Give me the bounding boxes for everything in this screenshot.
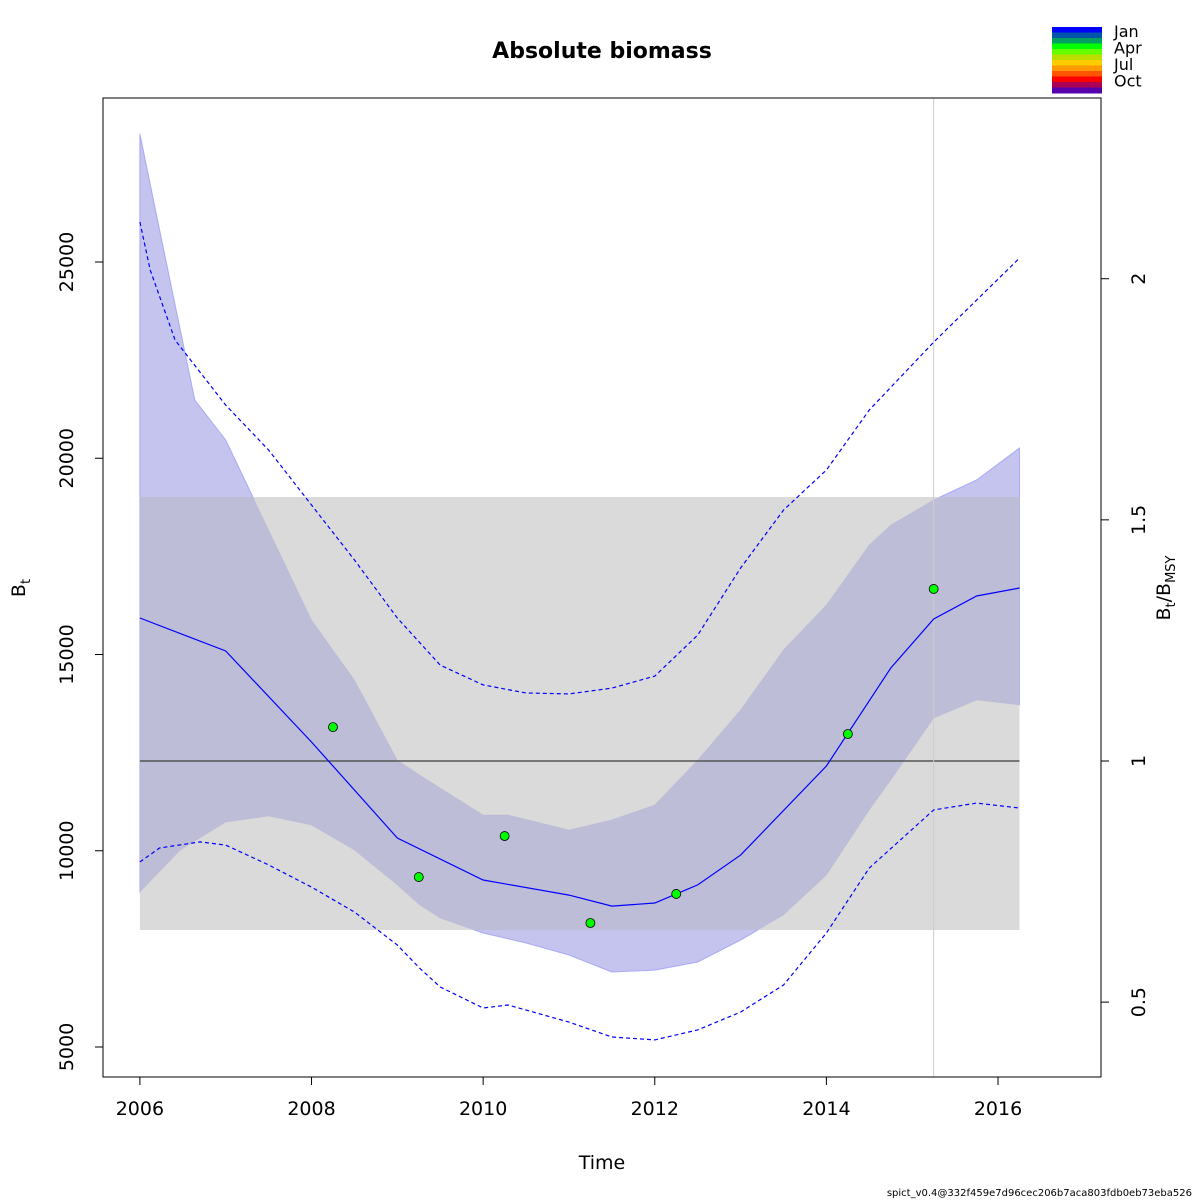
y-right-tick-label: 1.5 (1128, 505, 1150, 535)
y-right-axis-label: Bt/BMSY (1153, 555, 1179, 620)
x-tick-label: 2014 (802, 1098, 850, 1120)
x-tick-label: 2008 (287, 1098, 335, 1120)
legend-color-swatch (1052, 65, 1102, 72)
yr-main2: B (1153, 583, 1175, 596)
confidence-band-overlap (139, 134, 1020, 972)
pred-lower-line (139, 802, 1020, 1041)
bmsy-region (139, 496, 1020, 931)
yr-sep: / (1153, 595, 1175, 602)
legend-label: Apr (1114, 39, 1142, 58)
legend-color-swatch (1052, 76, 1102, 83)
x-tick-label: 2006 (116, 1098, 164, 1120)
observation-point (671, 889, 682, 899)
y-right-tick-label: 1 (1128, 755, 1150, 767)
legend-color-swatch (1052, 43, 1102, 50)
estimate-line (139, 587, 1020, 907)
observation-point (928, 584, 939, 594)
y-right-tick-label: 0.5 (1128, 987, 1150, 1017)
yr-sub1: t (1164, 602, 1179, 607)
x-axis-label: Time (578, 1152, 626, 1174)
y-right-tick-label: 2 (1128, 273, 1150, 285)
pred-upper-line (139, 221, 1020, 695)
y-tick-label: 15000 (56, 624, 78, 684)
legend-color-swatch (1052, 87, 1102, 94)
x-tick-label: 2012 (631, 1098, 679, 1120)
legend-label: Oct (1114, 72, 1142, 91)
yr-sub2: MSY (1164, 555, 1179, 582)
observation-point (585, 918, 596, 928)
plot-area (139, 98, 1020, 1077)
y-tick-label: 10000 (56, 821, 78, 881)
y-tick-label: 20000 (56, 428, 78, 488)
y-tick-label: 25000 (56, 232, 78, 292)
yr-main1: B (1153, 607, 1175, 620)
legend-color-swatch (1052, 82, 1102, 88)
legend-label: Jan (1113, 22, 1139, 41)
x-tick-label: 2016 (974, 1098, 1022, 1120)
legend-color-swatch (1052, 32, 1102, 39)
y-axis-label: Bt (8, 579, 34, 597)
axes: 2006 2008 2010 2012 2014 20165000100001500020… (56, 232, 1150, 1120)
legend-color-swatch (1052, 60, 1102, 66)
footer-version: spict_v0.4@332f459e7d96cec206b7aca803fdb… (887, 1188, 1192, 1199)
legend-color-swatch (1052, 71, 1102, 77)
plot-frame (102, 97, 1102, 1078)
chart-title: Absolute biomass (492, 39, 712, 64)
legend-color-swatch (1052, 54, 1102, 61)
y-label-main: B (8, 584, 30, 597)
x-tick-label: 2010 (459, 1098, 507, 1120)
y-label-sub: t (19, 579, 34, 584)
y-tick-label: 5000 (56, 1023, 78, 1071)
legend-color-swatch (1052, 38, 1102, 44)
legend-color-swatch (1052, 27, 1102, 33)
observation-point (842, 729, 853, 739)
observation-point (499, 831, 510, 841)
legend-color-swatch (1052, 49, 1102, 55)
legend-label: Jul (1113, 55, 1133, 74)
observation-point (328, 722, 338, 733)
observation-point (413, 872, 424, 882)
